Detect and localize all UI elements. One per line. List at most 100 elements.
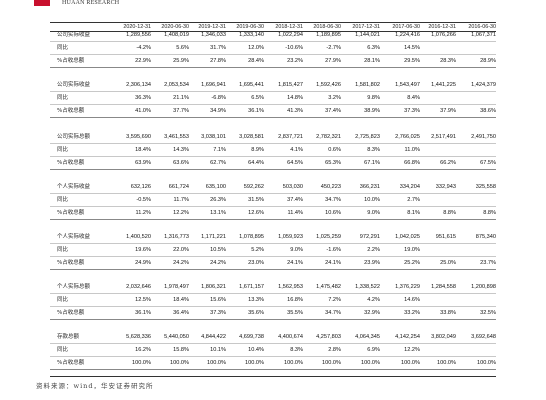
table-cell: 2,491,750 [471, 134, 496, 140]
table-cell: 63.6% [173, 160, 189, 166]
table-cell: 10.5% [210, 247, 226, 253]
table-cell: 1,441,225 [431, 82, 456, 88]
table-cell: 36.3% [135, 95, 151, 101]
table-cell: 2,782,321 [316, 134, 341, 140]
table-cell: 64.4% [248, 160, 264, 166]
row-divider [50, 117, 496, 118]
row-divider [50, 369, 496, 370]
table-cell: 35.5% [287, 310, 303, 316]
table-cell: 34.7% [325, 197, 341, 203]
table-cell: 325,558 [475, 184, 496, 190]
table-cell: 6.9% [367, 347, 380, 353]
table-cell: 1,042,025 [395, 234, 420, 240]
table-cell: 5.2% [251, 247, 264, 253]
table-row: 同比 16.2% 15.8% 10.1% 10.4% 8.3% 2.8% 6.9% 12.2% [0, 345, 546, 355]
table-cell: 5,440,050 [164, 334, 189, 340]
table-cell: -6.8% [211, 95, 226, 101]
row-label: 同比 [57, 347, 69, 353]
table-cell: 3,038,101 [201, 134, 226, 140]
row-label: 同比 [57, 147, 69, 153]
table-cell: 2,517,491 [431, 134, 456, 140]
table-cell: 22.9% [135, 58, 151, 64]
table-cell: 11.0% [404, 147, 420, 153]
table-cell: 1,200,898 [471, 284, 496, 290]
table-cell: 1,592,426 [316, 82, 341, 88]
table-cell: 10.0% [364, 197, 380, 203]
table-cell: 1,978,497 [164, 284, 189, 290]
row-divider [50, 306, 496, 307]
table-cell: 1,581,802 [355, 82, 380, 88]
table-cell: 9.0% [290, 247, 303, 253]
table-cell: 1,346,033 [201, 32, 226, 38]
table-cell: 1,333,140 [239, 32, 264, 38]
table-cell: 8.3% [290, 347, 303, 353]
table-cell: 332,943 [435, 184, 456, 190]
table-cell: 503,030 [282, 184, 303, 190]
column-header: 2017-12-31 [352, 24, 380, 30]
table-cell: 65.3% [325, 160, 341, 166]
table-cell: 100.0% [207, 360, 226, 366]
table-cell: 1,696,941 [201, 82, 226, 88]
table-cell: 38.9% [364, 108, 380, 114]
table-cell: 1,376,229 [395, 284, 420, 290]
table-row: 同比 12.5% 18.4% 15.6% 13.3% 16.8% 7.2% 4.2% 14.6% [0, 295, 546, 305]
table-cell: -2.7% [326, 45, 341, 51]
table-cell: 37.9% [440, 108, 456, 114]
table-cell: 2.7% [407, 197, 420, 203]
table-cell: 25.2% [404, 260, 420, 266]
table-cell: 41.0% [135, 108, 151, 114]
table-cell: 10.6% [325, 210, 341, 216]
table-cell: 3,802,049 [431, 334, 456, 340]
row-divider [50, 219, 496, 220]
table-cell: 1,695,441 [239, 82, 264, 88]
table-cell: 27.9% [325, 58, 341, 64]
column-header: 2019-06-30 [236, 24, 264, 30]
row-label: 个人实际收益 [57, 184, 91, 190]
table-cell: 24.2% [210, 260, 226, 266]
table-cell: 4,257,803 [316, 334, 341, 340]
row-divider [50, 256, 496, 257]
table-cell: 11.4% [287, 210, 303, 216]
table-cell: 632,126 [130, 184, 151, 190]
table-row: 个人实际收益 632,126 661,724 635,100 592,262 503,03… [0, 182, 546, 192]
table-cell: 23.0% [248, 260, 264, 266]
table-row: 个人实际收益 1,400,520 1,316,773 1,171,221 1,078,8… [0, 232, 546, 242]
table-cell: 1,543,497 [395, 82, 420, 88]
table-cell: 37.3% [210, 310, 226, 316]
table-cell: 1,144,021 [355, 32, 380, 38]
table-cell: 29.5% [404, 58, 420, 64]
table-cell: 14.5% [404, 45, 420, 51]
table-cell: 38.6% [480, 108, 496, 114]
column-header: 2018-06-30 [313, 24, 341, 30]
table-cell: 23.2% [287, 58, 303, 64]
table-cell: 8.1% [407, 210, 420, 216]
table-cell: 24.9% [135, 260, 151, 266]
row-label: 公司实际收益 [57, 82, 91, 88]
table-row: 同比 -4.2% 5.6% 31.7% 12.0% -10.6% -2.7% 6.3% 14.5… [0, 43, 546, 53]
table-cell: 15.8% [173, 347, 189, 353]
table-cell: 6.3% [367, 45, 380, 51]
table-cell: 3,461,553 [164, 134, 189, 140]
table-cell: 1,562,953 [278, 284, 303, 290]
table-cell: 100.0% [401, 360, 420, 366]
row-label: 同比 [57, 247, 69, 253]
table-cell: -10.6% [285, 45, 303, 51]
table-cell: 661,724 [168, 184, 189, 190]
table-top-rule [50, 22, 496, 23]
table-cell: 24.1% [287, 260, 303, 266]
table-cell: 951,615 [435, 234, 456, 240]
table-cell: 5,628,336 [126, 334, 151, 340]
table-cell: 2,837,721 [278, 134, 303, 140]
table-cell: 21.1% [173, 95, 189, 101]
row-label: 公司实际收益 [57, 32, 91, 38]
column-header: 2020-12-31 [123, 24, 151, 30]
table-cell: 34.9% [210, 108, 226, 114]
row-label: 存款总额 [57, 334, 80, 340]
table-cell: 16.8% [287, 297, 303, 303]
table-cell: 10.1% [210, 347, 226, 353]
table-cell: 14.3% [173, 147, 189, 153]
table-row: %占收总额 22.9% 25.9% 27.8% 28.4% 23.2% 27.9% 28.1%… [0, 56, 546, 66]
table-cell: 12.6% [248, 210, 264, 216]
table-cell: 19.0% [404, 247, 420, 253]
table-cell: 62.7% [210, 160, 226, 166]
